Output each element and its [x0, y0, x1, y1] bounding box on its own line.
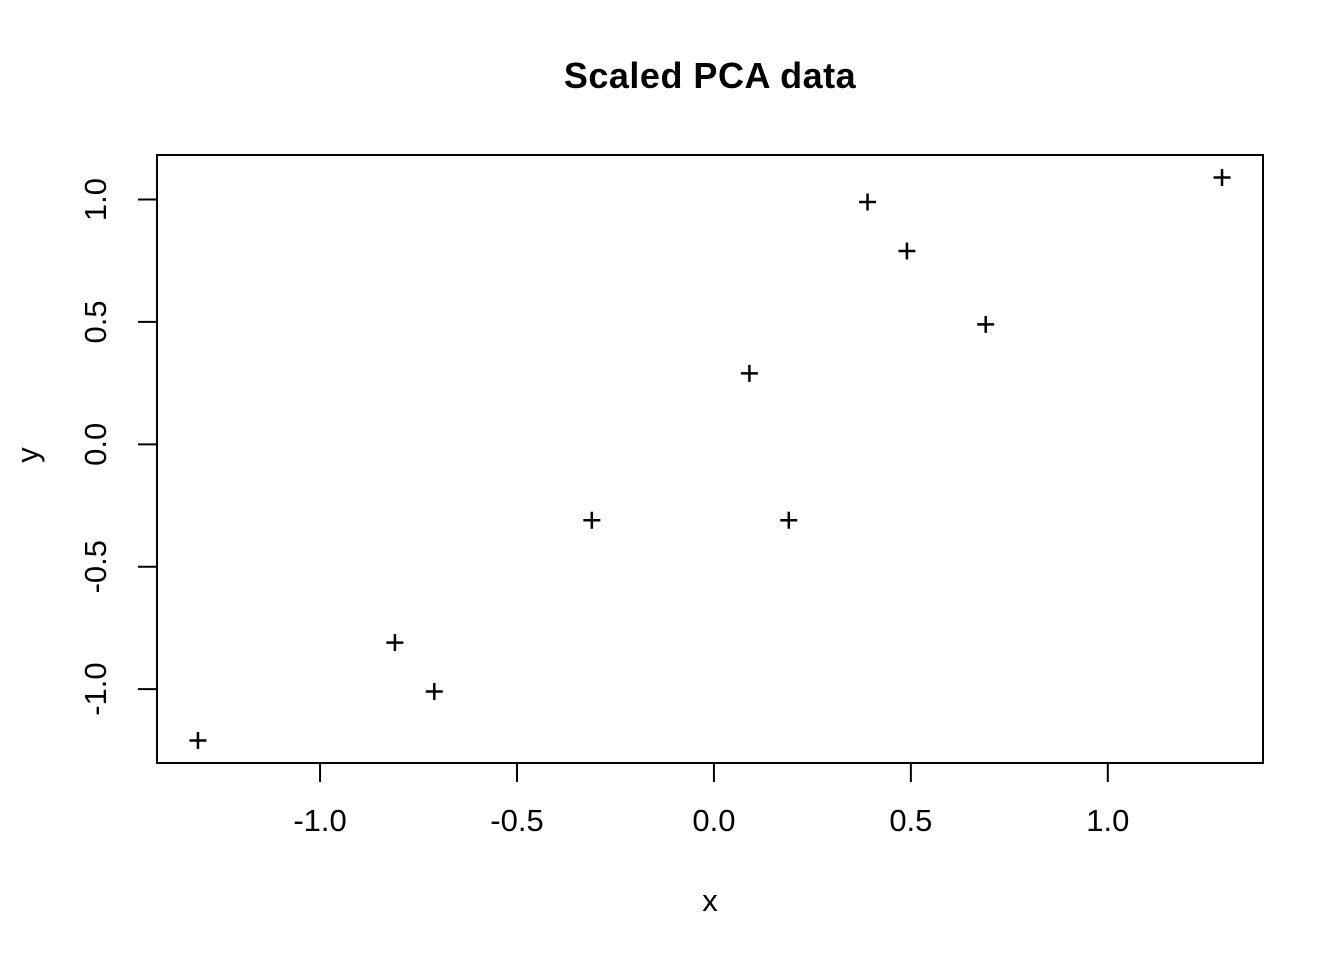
y-tick-label: 1.0	[78, 178, 113, 221]
y-tick-label: -1.0	[78, 662, 113, 715]
data-point-marker	[859, 193, 877, 211]
data-point-marker	[740, 364, 758, 382]
x-tick-label: 0.0	[692, 803, 735, 838]
x-tick-label: 1.0	[1086, 803, 1129, 838]
y-tick-label: -0.5	[78, 540, 113, 593]
y-axis-label: y	[10, 447, 45, 463]
data-point-marker	[780, 511, 798, 529]
data-point-marker	[898, 242, 916, 260]
data-point-marker	[386, 634, 404, 652]
x-tick-label: -0.5	[490, 803, 543, 838]
chart-title: Scaled PCA data	[563, 55, 857, 96]
x-tick-label: 0.5	[889, 803, 932, 838]
y-tick-label: 0.5	[78, 300, 113, 343]
x-axis-label: x	[702, 883, 718, 918]
data-point-marker	[583, 511, 601, 529]
data-point-marker	[425, 683, 443, 701]
data-point-marker	[1213, 169, 1231, 187]
data-point-marker	[189, 731, 207, 749]
plot-box	[156, 154, 1264, 764]
data-point-marker	[977, 315, 995, 333]
x-tick-label: -1.0	[293, 803, 346, 838]
y-tick-label: 0.0	[78, 423, 113, 466]
